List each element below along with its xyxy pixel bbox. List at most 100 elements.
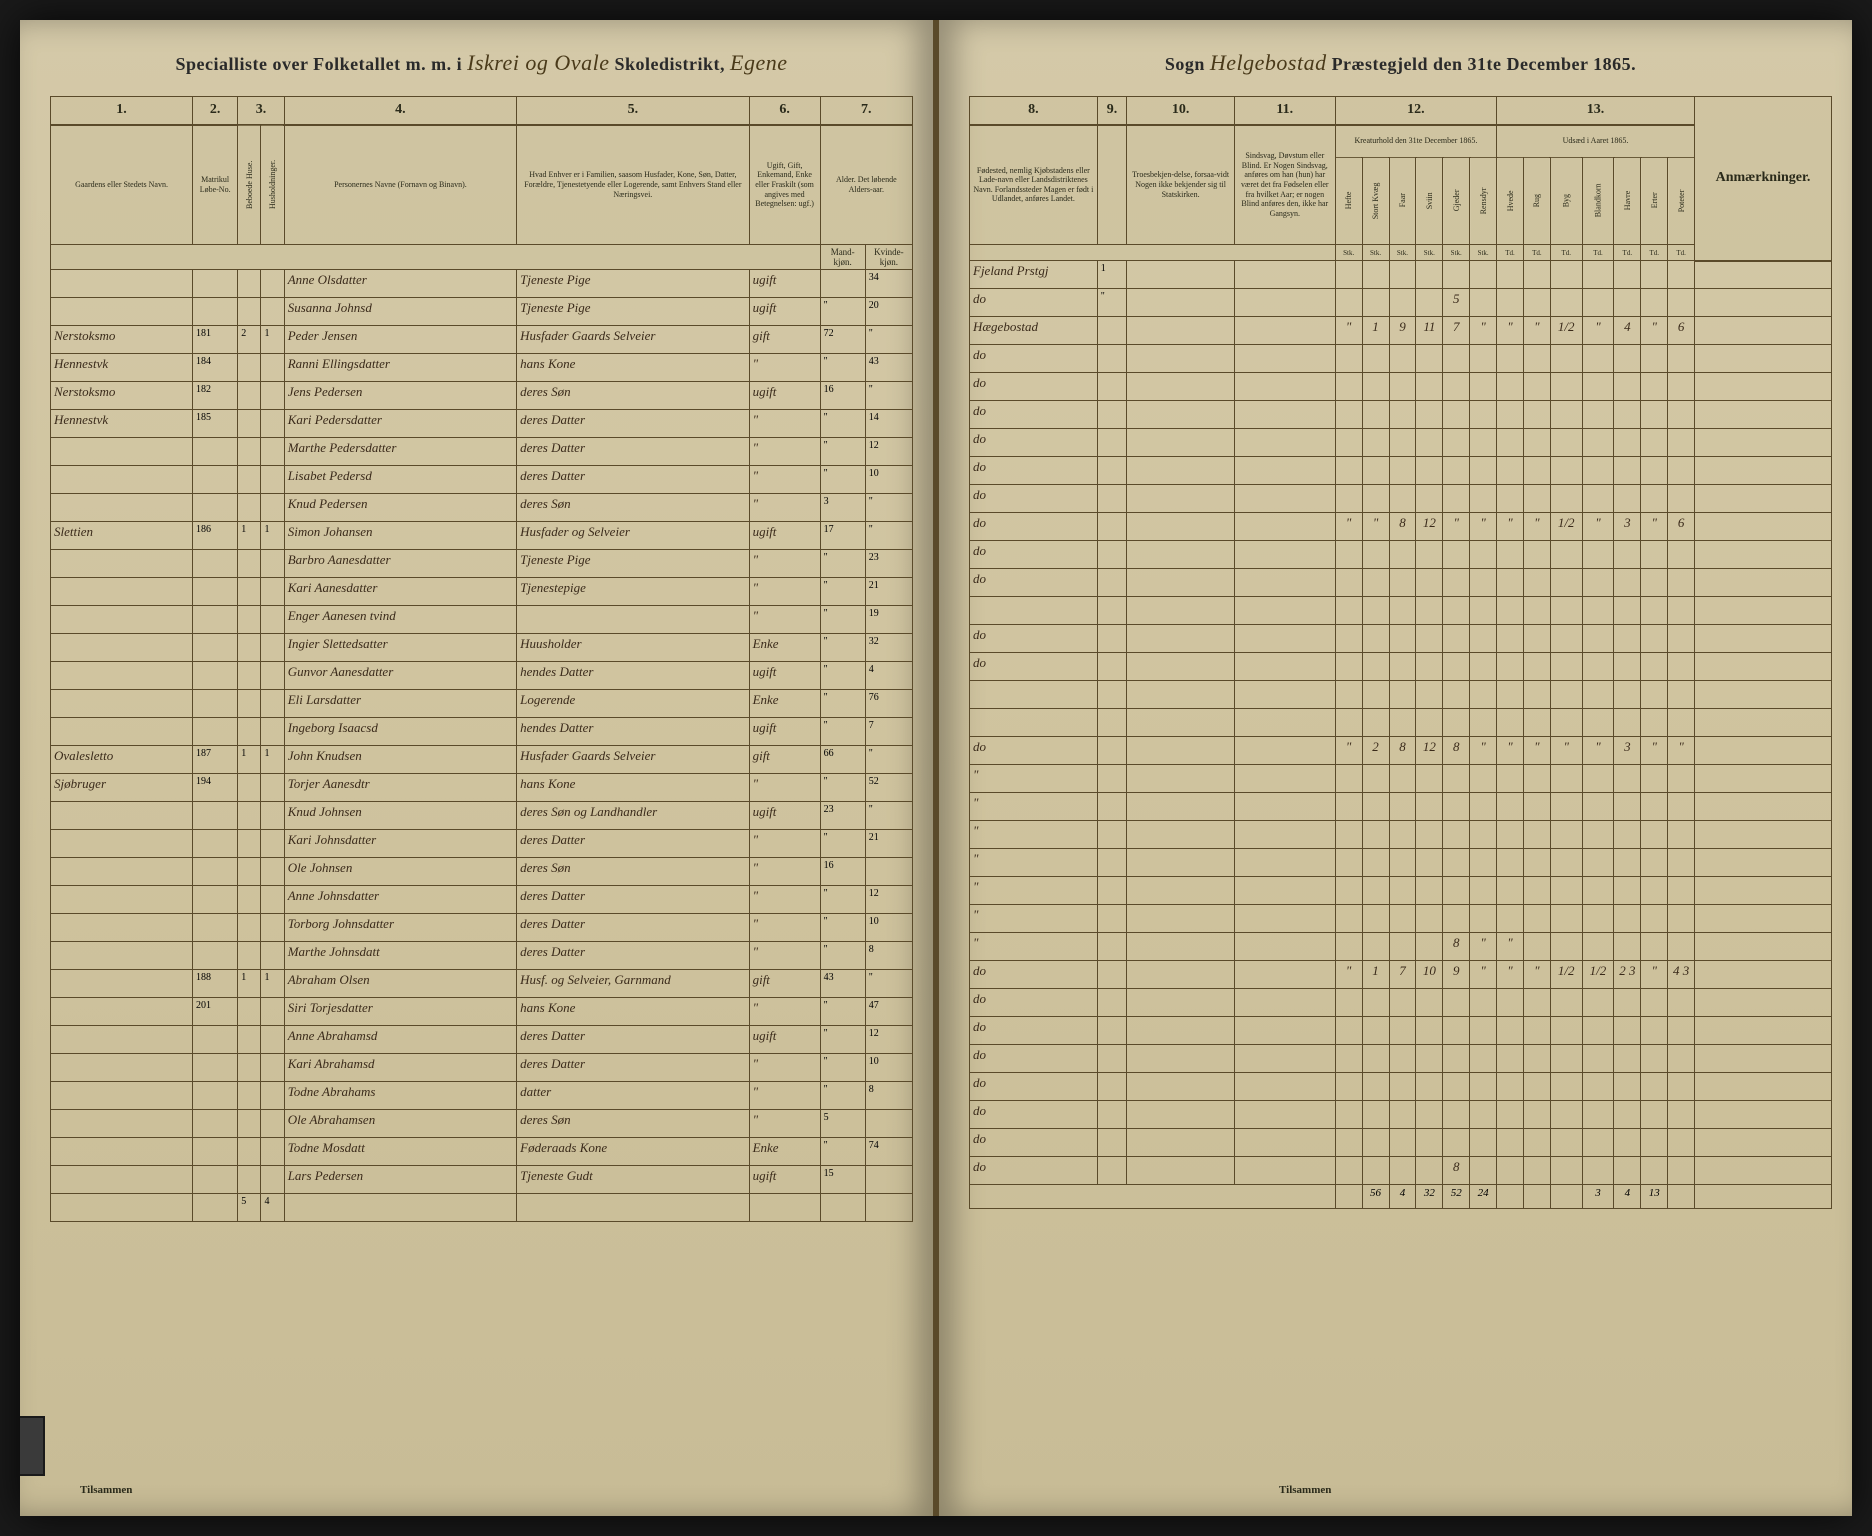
livestock-cell xyxy=(1362,933,1389,961)
cell-c9 xyxy=(1097,989,1127,1017)
table-row: Knud Johnsenderes Søn og Landhandlerugif… xyxy=(51,802,913,830)
cell-c4: John Knudsen xyxy=(284,746,516,774)
cell-c6: " xyxy=(749,774,820,802)
crop-cell xyxy=(1668,1045,1695,1073)
livestock-cell xyxy=(1335,877,1362,905)
crop-cell xyxy=(1614,653,1641,681)
crop-cell xyxy=(1614,765,1641,793)
crop-cell xyxy=(1641,373,1668,401)
livestock-cell: 12 xyxy=(1416,737,1443,765)
cell-c3b xyxy=(261,382,284,410)
crop-cell xyxy=(1641,681,1668,709)
cell-c5: deres Datter xyxy=(517,1054,749,1082)
crop-cell xyxy=(1668,1101,1695,1129)
cell-c3b xyxy=(261,1138,284,1166)
table-row: do"5 xyxy=(970,289,1832,317)
table-row: Knud Pedersenderes Søn"3" xyxy=(51,494,913,522)
unit-cell: Stk. xyxy=(1443,245,1470,261)
cell-c3a xyxy=(238,942,261,970)
table-row: do xyxy=(970,457,1832,485)
crop-cell xyxy=(1523,569,1550,597)
cell-c10 xyxy=(1127,1045,1235,1073)
livestock-cell xyxy=(1443,457,1470,485)
livestock-cell xyxy=(1335,1129,1362,1157)
livestock-cell xyxy=(1389,429,1416,457)
crop-cell: " xyxy=(1582,317,1614,345)
cell-c4: Abraham Olsen xyxy=(284,970,516,998)
livestock-cell xyxy=(1335,569,1362,597)
cell-c10 xyxy=(1127,877,1235,905)
livestock-cell xyxy=(1470,289,1497,317)
cell-c8 xyxy=(970,597,1098,625)
cell-c11 xyxy=(1234,877,1335,905)
livestock-cell xyxy=(1470,401,1497,429)
crop-cell xyxy=(1668,765,1695,793)
totals-body: 5643252243413 xyxy=(970,1185,1832,1209)
cell-c1 xyxy=(51,690,193,718)
subcol-header: Stort Kvæg xyxy=(1362,157,1389,244)
livestock-cell: 7 xyxy=(1443,317,1470,345)
cell-c10 xyxy=(1127,905,1235,933)
unit-cell: Td. xyxy=(1497,245,1524,261)
cell-c5: hendes Datter xyxy=(517,718,749,746)
cell-c10 xyxy=(1127,765,1235,793)
crop-cell xyxy=(1523,261,1550,289)
sub-c7a: Mand-kjøn. xyxy=(820,245,865,270)
table-row: "8"" xyxy=(970,933,1832,961)
crop-cell xyxy=(1523,1101,1550,1129)
crop-cell xyxy=(1641,345,1668,373)
table-row: do xyxy=(970,541,1832,569)
livestock-cell xyxy=(1443,709,1470,737)
sub-c8: Fødested, nemlig Kjøbstadens eller Lade-… xyxy=(970,125,1098,245)
cell-c7a: 43 xyxy=(820,970,865,998)
cell-c7b: " xyxy=(865,802,912,830)
cell-c3a xyxy=(238,774,261,802)
cell-c7b: 12 xyxy=(865,886,912,914)
cell-c6: Enke xyxy=(749,634,820,662)
crop-cell xyxy=(1523,793,1550,821)
cell-c11 xyxy=(1234,1017,1335,1045)
livestock-cell xyxy=(1416,709,1443,737)
livestock-cell xyxy=(1470,457,1497,485)
cell-c3b xyxy=(261,998,284,1026)
cell-c7a: " xyxy=(820,550,865,578)
livestock-cell xyxy=(1335,793,1362,821)
livestock-cell xyxy=(1416,989,1443,1017)
livestock-cell xyxy=(1362,821,1389,849)
crop-cell: " xyxy=(1523,513,1550,541)
cell-c8: do xyxy=(970,401,1098,429)
table-row: Ovalesletto18711John KnudsenHusfader Gaa… xyxy=(51,746,913,774)
crop-cell xyxy=(1641,709,1668,737)
crop-cell xyxy=(1497,289,1524,317)
crop-cell xyxy=(1668,653,1695,681)
cell-c6: ugift xyxy=(749,522,820,550)
cell-c6: ugift xyxy=(749,802,820,830)
cell-c4: Siri Torjesdatter xyxy=(284,998,516,1026)
crop-cell xyxy=(1523,877,1550,905)
crop-cell xyxy=(1614,709,1641,737)
cell-c11 xyxy=(1234,261,1335,289)
livestock-cell xyxy=(1470,625,1497,653)
livestock-cell xyxy=(1362,793,1389,821)
cell-c4: Anne Olsdatter xyxy=(284,270,516,298)
cell-c11 xyxy=(1234,933,1335,961)
crop-cell xyxy=(1668,401,1695,429)
cell-c3a xyxy=(238,410,261,438)
crop-cell: 6 xyxy=(1668,317,1695,345)
crop-cell: 3 xyxy=(1614,513,1641,541)
livestock-cell: " xyxy=(1335,961,1362,989)
cell-c6: ugift xyxy=(749,270,820,298)
cell-c1: Nerstoksmo xyxy=(51,382,193,410)
cell-c7a: " xyxy=(820,466,865,494)
cell-c9 xyxy=(1097,877,1127,905)
crop-cell xyxy=(1550,1129,1582,1157)
cell-c7a: 17 xyxy=(820,522,865,550)
crop-cell xyxy=(1668,485,1695,513)
crop-cell xyxy=(1523,345,1550,373)
crop-cell: 1/2 xyxy=(1550,961,1582,989)
total-livestock xyxy=(1335,1185,1362,1209)
cell-c2 xyxy=(193,1138,238,1166)
cell-c10 xyxy=(1127,289,1235,317)
cell-c7b: 14 xyxy=(865,410,912,438)
livestock-cell: 9 xyxy=(1389,317,1416,345)
